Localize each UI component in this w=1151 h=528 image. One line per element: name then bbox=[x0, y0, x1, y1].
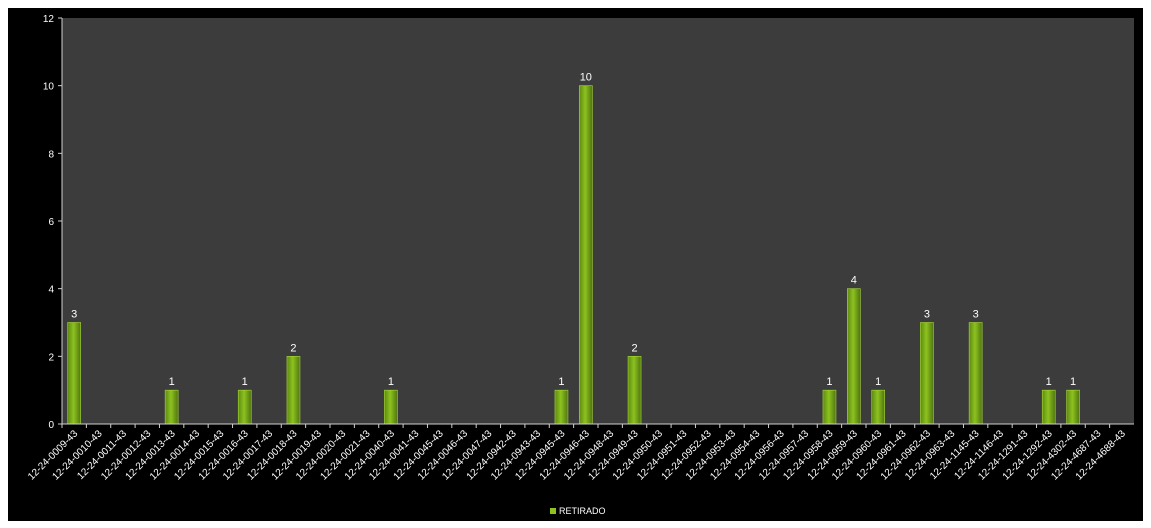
data-label: 4 bbox=[851, 275, 857, 287]
y-axis: 0 2 4 6 8 10 12 bbox=[43, 14, 63, 431]
y-tick-label: 10 bbox=[43, 82, 55, 93]
bar bbox=[871, 389, 885, 425]
bar bbox=[1041, 389, 1056, 425]
bar bbox=[237, 389, 252, 425]
bar bbox=[627, 356, 642, 425]
data-label: 3 bbox=[71, 309, 77, 321]
bar bbox=[286, 356, 301, 425]
bar bbox=[847, 288, 861, 425]
bar bbox=[67, 322, 81, 425]
legend-label-retirado: RETIRADO bbox=[559, 506, 606, 516]
bar bbox=[554, 389, 569, 425]
y-tick-label: 2 bbox=[48, 352, 54, 363]
legend: RETIRADO bbox=[550, 506, 606, 516]
bars bbox=[67, 85, 1080, 425]
data-label: 1 bbox=[875, 376, 881, 388]
bar bbox=[164, 389, 179, 425]
bar bbox=[968, 322, 983, 425]
bar bbox=[1066, 389, 1080, 425]
data-label: 1 bbox=[826, 376, 832, 388]
data-label: 1 bbox=[558, 376, 564, 388]
data-label: 1 bbox=[169, 376, 175, 388]
data-label: 2 bbox=[290, 342, 296, 354]
bar bbox=[384, 389, 398, 425]
data-labels: 3 1 1 2 1 1 10 2 1 4 1 3 3 1 1 bbox=[71, 72, 1076, 388]
y-tick-label: 12 bbox=[43, 14, 55, 25]
y-tick-label: 8 bbox=[48, 149, 54, 160]
legend-swatch bbox=[550, 508, 556, 514]
data-label: 3 bbox=[973, 309, 979, 321]
data-label: 3 bbox=[924, 309, 930, 321]
data-label: 1 bbox=[1070, 376, 1076, 388]
data-label: 1 bbox=[1046, 376, 1052, 388]
y-tick-label: 4 bbox=[48, 285, 54, 296]
bar bbox=[579, 85, 593, 425]
data-label: 10 bbox=[580, 72, 592, 84]
data-label: 1 bbox=[388, 376, 394, 388]
data-label: 1 bbox=[242, 376, 248, 388]
bar bbox=[822, 389, 837, 425]
y-tick-label: 6 bbox=[48, 217, 54, 228]
data-label: 2 bbox=[631, 342, 637, 354]
plot-area bbox=[62, 18, 1134, 424]
bar bbox=[920, 322, 934, 425]
y-tick-label: 0 bbox=[48, 420, 54, 431]
